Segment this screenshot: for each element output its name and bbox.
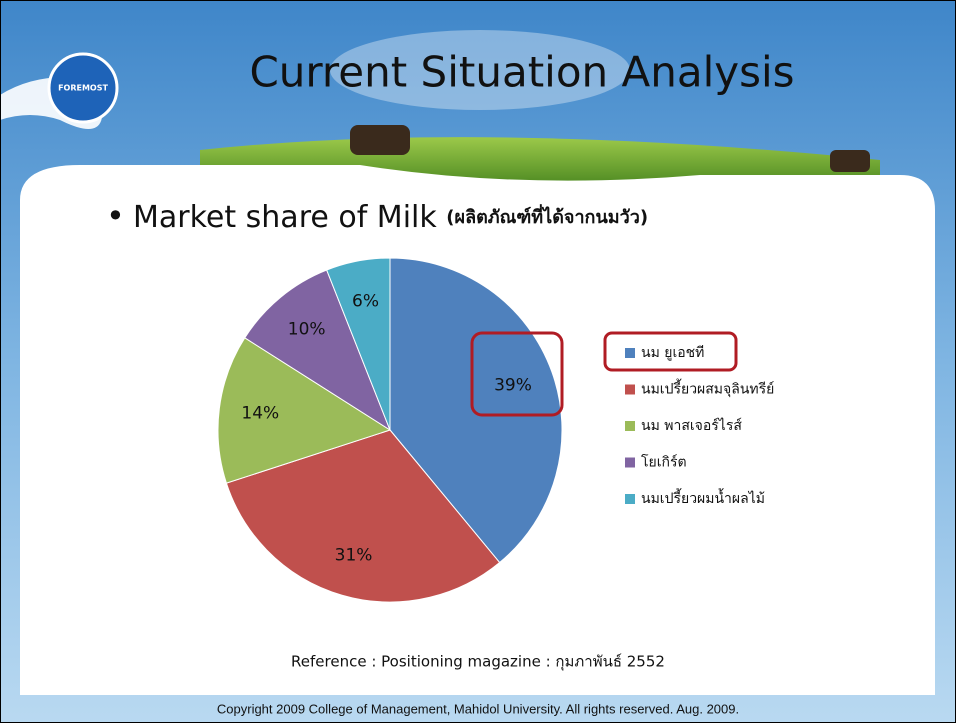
bullet-note: (ผลิตภัณฑ์ที่ได้จากนมวัว) — [446, 204, 648, 228]
legend-label: นม ยูเอชที — [641, 345, 704, 361]
cloud — [330, 30, 630, 110]
pie-slice — [244, 269, 392, 432]
data-label: 14% — [241, 404, 279, 424]
legend-swatch — [625, 457, 635, 468]
pie-slice — [217, 337, 392, 484]
cow — [350, 125, 410, 155]
logo — [47, 52, 119, 124]
legend-label: นม พาสเจอร์ไรส์ — [641, 417, 742, 434]
legend-label: นมเปรี้ยวผมน้ำผลไม้ — [641, 488, 765, 507]
cow — [830, 150, 870, 172]
pie-slice — [225, 429, 501, 603]
legend-label: โยเกิร์ต — [641, 454, 687, 471]
data-label: 10% — [288, 319, 326, 339]
pie-slice — [326, 257, 391, 431]
legend-swatch — [625, 421, 635, 431]
copyright: Copyright 2009 College of Management, Ma… — [217, 701, 739, 716]
bullet-main: Market share of Milk — [133, 200, 437, 235]
data-label: 39% — [494, 376, 532, 396]
bullet-text: Market share of Milk (ผลิตภัณฑ์ที่ได้จาก… — [133, 200, 648, 235]
legend-swatch — [625, 494, 635, 504]
legend-label: นมเปรี้ยวผสมจุลินทรีย์ — [641, 379, 774, 398]
data-label: 31% — [335, 546, 373, 566]
slide-title: Current Situation Analysis — [249, 48, 794, 97]
legend-swatch — [625, 384, 635, 395]
data-label: 6% — [352, 292, 379, 312]
reference: Reference : Positioning magazine : กุมภา… — [291, 653, 665, 672]
highlight-box — [470, 331, 564, 417]
logo-text: FOREMOST — [58, 84, 108, 93]
legend-swatch — [625, 348, 635, 358]
pie-chart: 39% นม ยูเอชที 31% นมเปรี้ยวผสมจุลินทรีย์ 14… — [217, 257, 774, 603]
highlight-box — [603, 331, 738, 372]
bullet-dot: • — [106, 197, 125, 235]
